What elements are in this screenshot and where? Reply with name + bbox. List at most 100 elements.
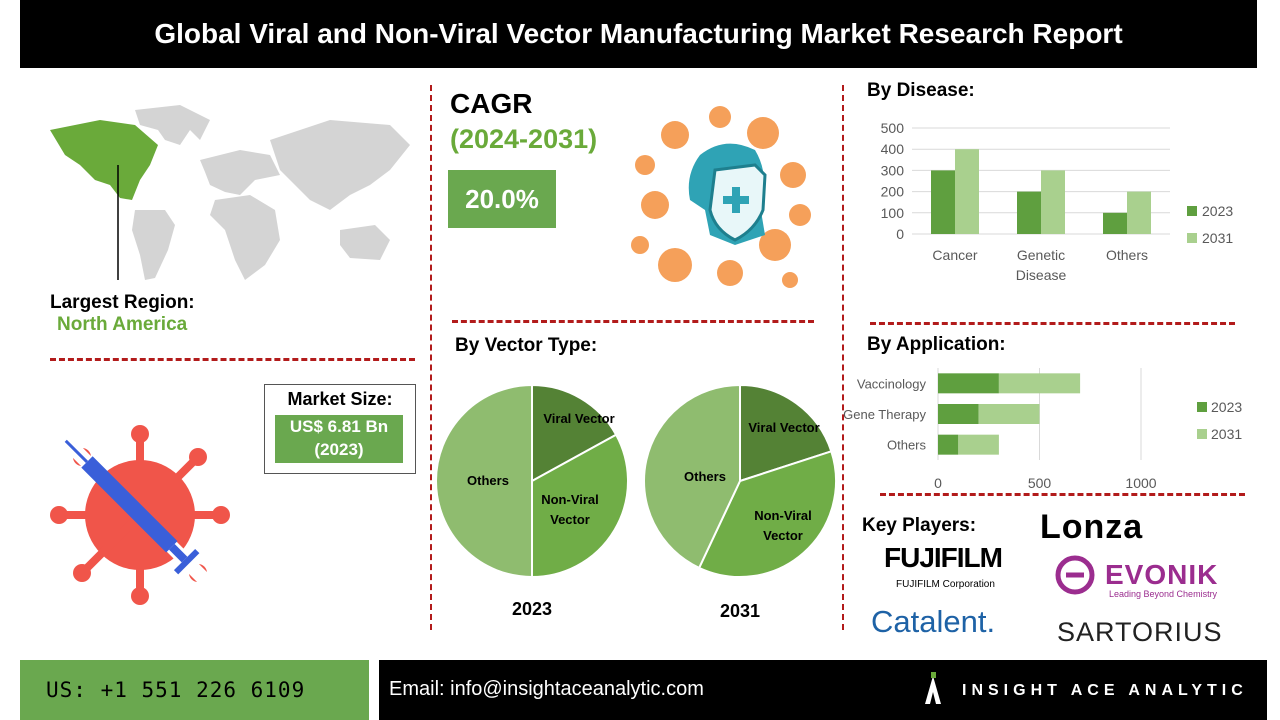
market-size-amount: US$ 6.81 Bn [289, 417, 389, 436]
pie-slice-non-viral-vector [531, 433, 629, 579]
divider-left [430, 85, 432, 630]
x-tick-label: Disease [1016, 267, 1067, 283]
x-tick-label: 0 [934, 475, 942, 491]
pie-label: Viral Vector [543, 411, 614, 426]
legend-label: 2023 [1211, 399, 1242, 415]
pie-slice-viral-vector [531, 383, 618, 483]
north-america-shape [50, 120, 158, 200]
legend-swatch-2031 [1187, 233, 1197, 243]
x-tick-label: Others [1106, 247, 1148, 263]
evonik-logo: EVONIK [1105, 559, 1219, 590]
application-bar-chart: 0 500 1000 Vaccinology Gene Therapy Others 202… [843, 368, 1242, 491]
pie-label: Viral Vector [748, 420, 819, 435]
bar-2031-genetic-disease [1041, 170, 1065, 234]
europe-shape [200, 150, 280, 195]
legend-label: 2023 [1202, 203, 1233, 219]
y-tick-label: Gene Therapy [843, 407, 926, 422]
y-tick-label: 200 [881, 184, 905, 200]
legend-label: 2031 [1202, 230, 1233, 246]
virus-syringe-illustration [50, 425, 230, 605]
divider-application [880, 493, 1245, 496]
divider-cagr [452, 320, 814, 323]
fujifilm-logo: FUJIFILM [884, 542, 1003, 573]
vector-pie-2031: Viral Vector Non-Viral Vector Others 2031 [643, 383, 837, 621]
disease-bar-chart: 0 100 200 300 400 500 Cancer Genetic Disease Othe… [881, 120, 1234, 283]
world-map [50, 105, 410, 280]
market-size-year: (2023) [314, 440, 364, 459]
pie-label: Non-Viral [754, 508, 812, 523]
x-tick-label: Genetic [1017, 247, 1065, 263]
footer-brand: INSIGHT ACE ANALYTIC [962, 682, 1248, 699]
players-section-title: Key Players: [862, 515, 977, 536]
bar-2031-gene-therapy [978, 404, 1040, 424]
x-tick-label: Cancer [932, 247, 977, 263]
y-tick-label: Vaccinology [857, 376, 927, 391]
y-tick-label: 0 [896, 226, 904, 242]
evonik-tagline: Leading Beyond Chemistry [1109, 589, 1218, 599]
y-tick-label: 300 [881, 162, 905, 178]
legend-swatch-2023 [1187, 206, 1197, 216]
sartorius-logo: SARTORIUS [1057, 617, 1223, 647]
bar-2031-cancer [955, 149, 979, 234]
virus-shield-illustration [631, 106, 811, 288]
legend-swatch-2023 [1197, 402, 1207, 412]
pie-slice-others [435, 383, 533, 579]
y-tick-label: 500 [881, 120, 905, 136]
syringe-barrel [81, 456, 178, 553]
lonza-logo: Lonza [1040, 508, 1144, 546]
disease-section-title: By Disease: [867, 80, 975, 101]
evonik-emblem-icon [1055, 555, 1095, 595]
insightace-logo-icon [925, 672, 941, 704]
x-tick-label: 1000 [1125, 475, 1156, 491]
bar-2023-others [1103, 212, 1127, 234]
pie-label: Vector [763, 528, 803, 543]
bar-2031-others [1127, 191, 1151, 234]
legend-label: 2031 [1211, 426, 1242, 442]
bar-2031-others [958, 434, 999, 455]
vector-pie-2023: Viral Vector Non-Viral Vector Others 2023 [435, 383, 629, 619]
market-size-value: US$ 6.81 Bn (2023) [275, 415, 403, 463]
pie-label: Non-Viral [541, 492, 599, 507]
bar-2023-others [938, 434, 959, 455]
largest-region-label: Largest Region: [50, 292, 195, 313]
legend-swatch-2031 [1197, 429, 1207, 439]
pie-slice-viral-vector [739, 383, 833, 483]
bar-2023-vaccinology [938, 373, 999, 394]
bar-2023-cancer [931, 170, 955, 234]
greenland-shape [135, 105, 210, 145]
vector-section-title: By Vector Type: [455, 335, 598, 356]
x-tick-label: 500 [1028, 475, 1052, 491]
cagr-period: (2024-2031) [450, 124, 598, 154]
market-size-label: Market Size: [287, 389, 393, 409]
australia-shape [340, 225, 390, 260]
asia-shape [270, 120, 410, 210]
divider-right [842, 85, 844, 630]
cagr-label: CAGR [450, 88, 533, 119]
bar-2023-gene-therapy [938, 404, 979, 424]
footer-bar: Email: info@insightaceanalytic.com INSIG… [379, 660, 1267, 720]
y-tick-label: 400 [881, 141, 905, 157]
application-section-title: By Application: [867, 334, 1006, 355]
south-america-shape [132, 210, 175, 280]
pie-label: Others [467, 473, 509, 488]
pie-year-label: 2023 [512, 599, 552, 619]
divider-region [50, 358, 415, 361]
footer-email: Email: info@insightaceanalytic.com [389, 678, 704, 700]
report-title: Global Viral and Non-Viral Vector Manufa… [20, 0, 1257, 68]
cagr-value: 20.0% [448, 170, 556, 228]
africa-shape [210, 195, 280, 280]
pie-slice-non-viral-vector [697, 450, 837, 578]
y-tick-label: Others [887, 438, 927, 453]
pie-slice-others [643, 383, 741, 570]
pie-label: Vector [550, 512, 590, 527]
bar-2023-genetic-disease [1017, 191, 1041, 234]
divider-disease [870, 322, 1235, 325]
footer-phone: US: +1 551 226 6109 [20, 660, 369, 720]
catalent-logo: Catalent. [871, 604, 996, 639]
pie-label: Others [684, 469, 726, 484]
bar-2031-vaccinology [998, 373, 1081, 394]
y-tick-label: 100 [881, 205, 905, 221]
fujifilm-subtitle: FUJIFILM Corporation [896, 579, 995, 590]
market-size-card: Market Size: US$ 6.81 Bn (2023) [264, 384, 416, 474]
pie-year-label: 2031 [720, 601, 760, 621]
